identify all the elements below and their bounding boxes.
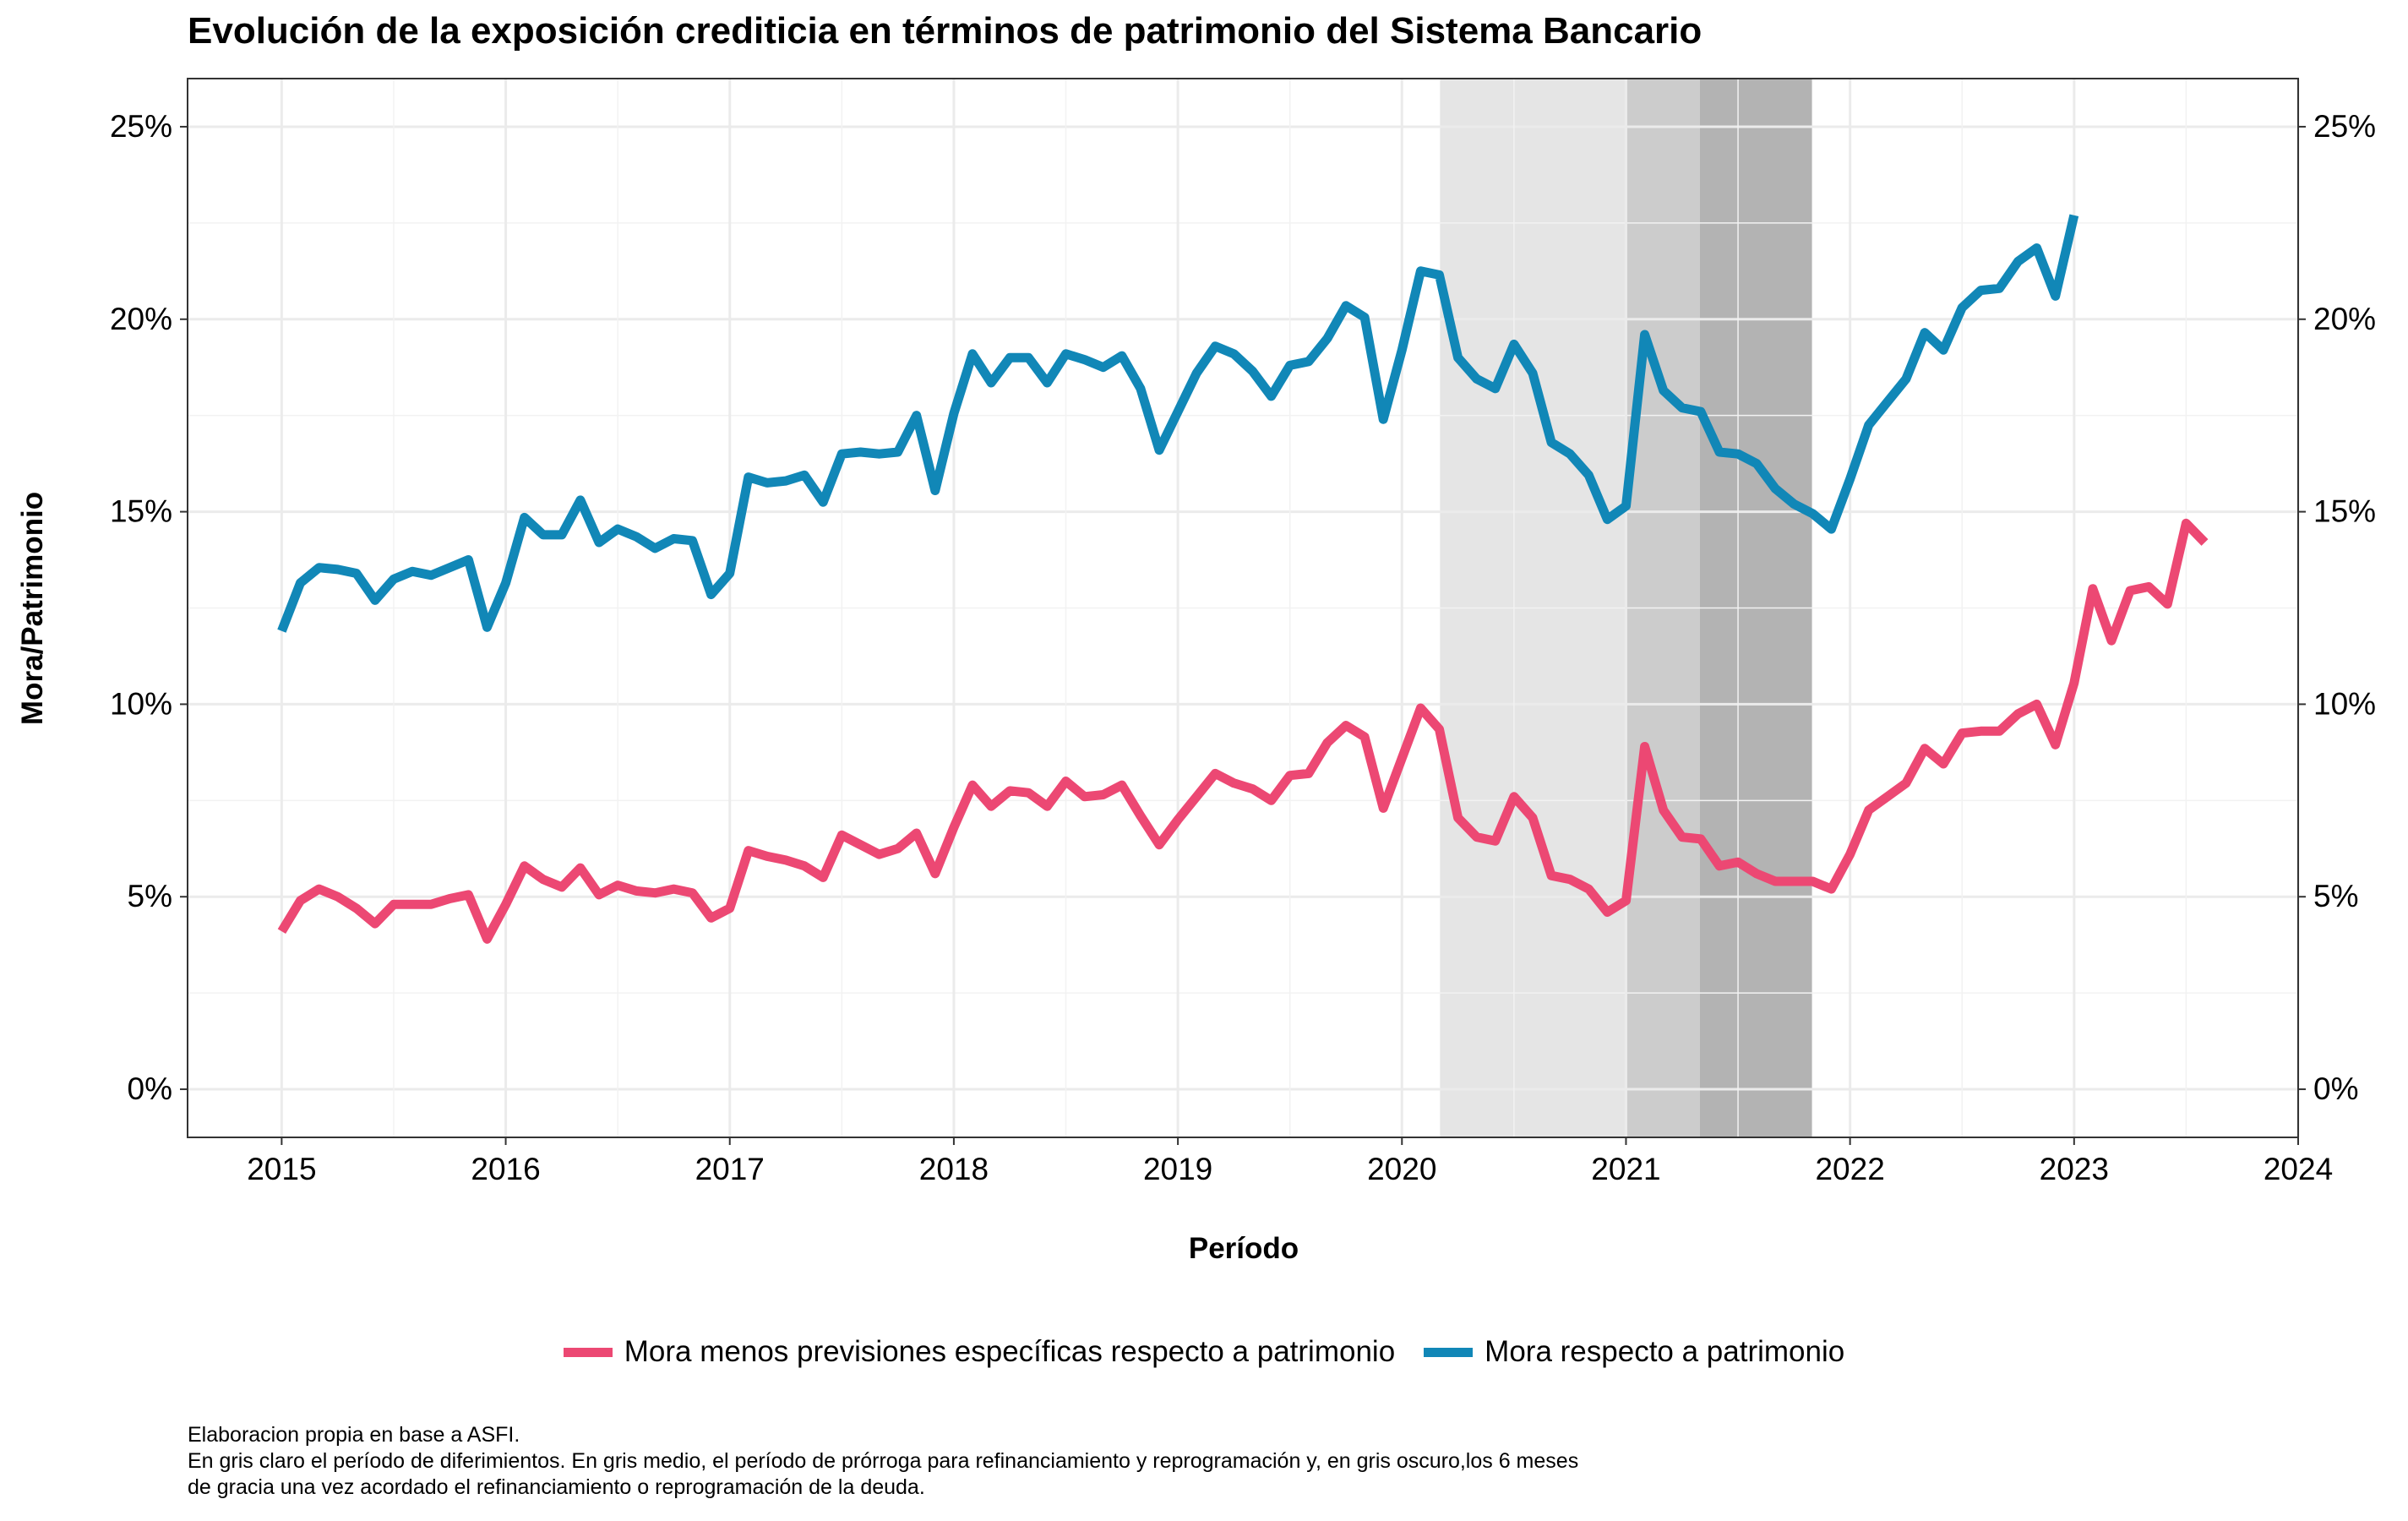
x-tick-label: 2017 bbox=[695, 1152, 765, 1186]
chart-title: Evolución de la exposición crediticia en… bbox=[188, 10, 1702, 52]
x-tick-label: 2020 bbox=[1367, 1152, 1436, 1186]
legend-item-mora-menos-previsiones: Mora menos previsiones específicas respe… bbox=[563, 1335, 1396, 1369]
series-line-mora-menos-previsiones bbox=[277, 518, 2209, 944]
x-tick-label: 2019 bbox=[1143, 1152, 1212, 1186]
legend-label-mora-menos-previsiones: Mora menos previsiones específicas respe… bbox=[624, 1335, 1396, 1368]
y-tick-label-left: 25% bbox=[110, 109, 172, 144]
caption-line-source: Elaboracion propia en base a ASFI. bbox=[188, 1423, 520, 1447]
y-tick-label-right: 10% bbox=[2313, 686, 2376, 721]
y-tick-label-right: 5% bbox=[2313, 879, 2358, 913]
y-axis-label: Mora/Patrimonio bbox=[16, 492, 49, 725]
y-tick-label-right: 25% bbox=[2313, 109, 2376, 144]
caption: Elaboracion propia en base a ASFI. En gr… bbox=[188, 1422, 1578, 1501]
legend-label-mora-patrimonio: Mora respecto a patrimonio bbox=[1485, 1335, 1845, 1368]
x-tick-label: 2023 bbox=[2040, 1152, 2109, 1186]
legend-key-mora-patrimonio bbox=[1424, 1347, 1474, 1357]
series-line-mora-patrimonio bbox=[277, 214, 2079, 633]
y-tick-label-left: 10% bbox=[110, 686, 172, 721]
x-tick-label: 2024 bbox=[2264, 1152, 2333, 1186]
y-tick-label-left: 20% bbox=[110, 302, 172, 336]
x-axis-label: Período bbox=[1189, 1232, 1299, 1265]
legend: Mora menos previsiones específicas respe… bbox=[0, 1335, 2408, 1369]
y-tick-label-right: 20% bbox=[2313, 302, 2376, 336]
x-tick-label: 2021 bbox=[1591, 1152, 1660, 1186]
caption-line-shading-2: de gracia una vez acordado el refinancia… bbox=[188, 1475, 925, 1499]
x-tick-label: 2015 bbox=[247, 1152, 316, 1186]
y-tick-label-left: 0% bbox=[128, 1071, 172, 1106]
y-tick-label-left: 5% bbox=[128, 879, 172, 913]
y-tick-label-right: 0% bbox=[2313, 1071, 2358, 1106]
plot-panel-border bbox=[187, 78, 2299, 1138]
caption-line-shading-1: En gris claro el período de diferimiento… bbox=[188, 1449, 1579, 1473]
legend-item-mora-patrimonio: Mora respecto a patrimonio bbox=[1424, 1335, 1844, 1369]
legend-key-mora-menos-previsiones bbox=[563, 1347, 613, 1357]
x-tick-label: 2018 bbox=[919, 1152, 989, 1186]
y-tick-label-left: 15% bbox=[110, 494, 172, 529]
x-tick-label: 2016 bbox=[471, 1152, 540, 1186]
x-tick-label: 2022 bbox=[1815, 1152, 1884, 1186]
y-tick-label-right: 15% bbox=[2313, 494, 2376, 529]
